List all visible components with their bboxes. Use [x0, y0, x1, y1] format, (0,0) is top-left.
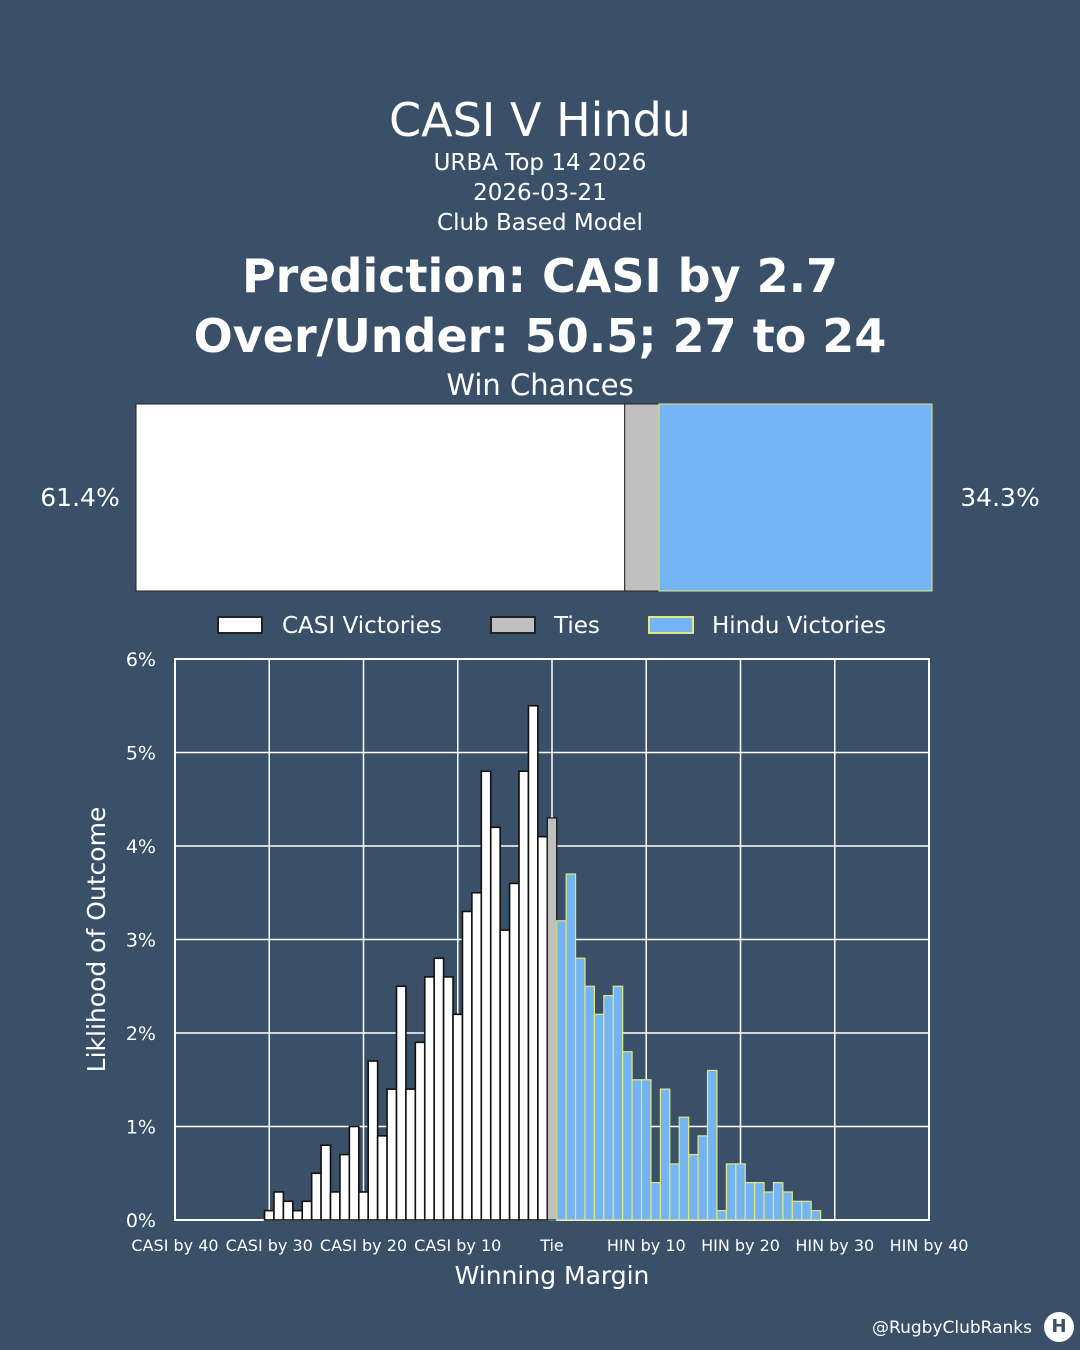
casi-bar [348, 1125, 360, 1221]
hindu-bar [810, 1210, 822, 1221]
competition-name: URBA Top 14 2026 [433, 150, 647, 176]
casi-bar [480, 770, 492, 1221]
casi-bar [499, 929, 511, 1221]
casi-bar [395, 985, 407, 1221]
x-axis-label: Winning Margin [455, 1261, 650, 1290]
x-tick-label: HIN by 40 [890, 1236, 969, 1255]
hindu-bar [688, 1153, 699, 1221]
legend-casi-label: CASI Victories [282, 613, 442, 639]
win-bar-away-segment [658, 403, 933, 592]
hindu-bar [622, 1051, 633, 1221]
away-win-percentage: 34.3% [960, 483, 1040, 512]
hindu-bar [716, 1210, 727, 1221]
casi-bar [282, 1200, 294, 1221]
x-tick-label: CASI by 40 [131, 1236, 218, 1255]
tie-bar [546, 817, 558, 1221]
hindu-bar [706, 1069, 718, 1221]
x-tick-label: CASI by 30 [226, 1236, 313, 1255]
hindu-bar [725, 1163, 737, 1221]
y-tick-label: 5% [126, 743, 156, 765]
y-tick-label: 1% [126, 1117, 156, 1139]
prediction-text: Prediction: CASI by 2.7 [241, 249, 839, 303]
casi-bar [301, 1200, 313, 1221]
legend-hindu-swatch [648, 616, 694, 634]
hindu-bar [565, 873, 577, 1221]
hindu-bar [801, 1200, 812, 1221]
casi-bar [452, 1013, 464, 1221]
x-tick-label: HIN by 30 [795, 1236, 874, 1255]
hindu-bar [744, 1181, 756, 1221]
match-date: 2026-03-21 [473, 180, 607, 206]
hindu-bar [659, 1088, 671, 1221]
casi-bar [527, 704, 539, 1221]
hindu-bar [772, 1181, 784, 1221]
hindu-bar [574, 957, 586, 1221]
casi-bar [414, 1041, 426, 1221]
casi-bar [329, 1191, 341, 1221]
hindu-bar [556, 920, 567, 1221]
legend-ties-swatch [490, 616, 536, 634]
casi-bar [405, 1088, 417, 1221]
x-tick-label: CASI by 20 [320, 1236, 407, 1255]
footer-handle: @RugbyClubRanks [872, 1318, 1032, 1338]
casi-bar [508, 882, 520, 1221]
hindu-bar [631, 1079, 643, 1221]
hindu-bar [603, 994, 614, 1221]
casi-bar [357, 1191, 370, 1221]
casi-bar [320, 1144, 332, 1221]
home-win-percentage: 61.4% [40, 483, 120, 512]
casi-bar [376, 1135, 388, 1221]
win-chances-title: Win Chances [446, 368, 634, 402]
rugby-posts-icon: H [1044, 1312, 1074, 1342]
hindu-bar [697, 1135, 709, 1221]
x-tick-label: Tie [539, 1236, 564, 1255]
over-under-text: Over/Under: 50.5; 27 to 24 [193, 309, 887, 363]
casi-bar [471, 891, 483, 1221]
hindu-bar [735, 1163, 746, 1221]
casi-bar [263, 1209, 275, 1221]
y-tick-label: 4% [126, 836, 156, 858]
casi-bar [367, 1060, 379, 1221]
hindu-bar [678, 1116, 690, 1221]
casi-bar [442, 976, 454, 1221]
hindu-bar [791, 1200, 803, 1221]
casi-bar [461, 910, 473, 1221]
y-tick-label: 6% [126, 649, 156, 671]
hindu-bar [612, 985, 624, 1221]
casi-bar [292, 1209, 304, 1221]
hindu-bar [584, 985, 596, 1221]
casi-bar [518, 770, 530, 1221]
model-name: Club Based Model [437, 210, 643, 236]
y-tick-label: 0% [126, 1210, 156, 1232]
hindu-bar [782, 1191, 793, 1221]
legend-ties-label: Ties [553, 613, 600, 639]
casi-bar [433, 957, 445, 1221]
x-tick-label: HIN by 20 [701, 1236, 780, 1255]
casi-bar [537, 835, 549, 1221]
casi-bar [339, 1153, 351, 1221]
y-tick-label: 2% [126, 1023, 156, 1045]
legend-hindu-label: Hindu Victories [712, 613, 886, 639]
legend-casi-swatch [217, 616, 263, 634]
hindu-bar [640, 1079, 652, 1221]
match-title: CASI V Hindu [389, 93, 691, 147]
win-bar-home-segment [135, 403, 626, 592]
casi-bar [273, 1191, 285, 1221]
hindu-bar [754, 1181, 765, 1221]
hindu-bar [763, 1191, 775, 1221]
casi-bar [489, 826, 501, 1221]
x-tick-label: CASI by 10 [414, 1236, 501, 1255]
casi-bar [310, 1172, 322, 1221]
y-tick-label: 3% [126, 930, 156, 952]
hindu-bar [593, 1013, 605, 1221]
x-tick-label: HIN by 10 [607, 1236, 686, 1255]
win-bar-tie-segment [624, 403, 660, 592]
hindu-bar [650, 1181, 661, 1221]
hindu-bar [669, 1163, 680, 1221]
casi-bar [423, 976, 435, 1221]
casi-bar [386, 1088, 398, 1221]
y-axis-label: Liklihood of Outcome [82, 807, 111, 1073]
